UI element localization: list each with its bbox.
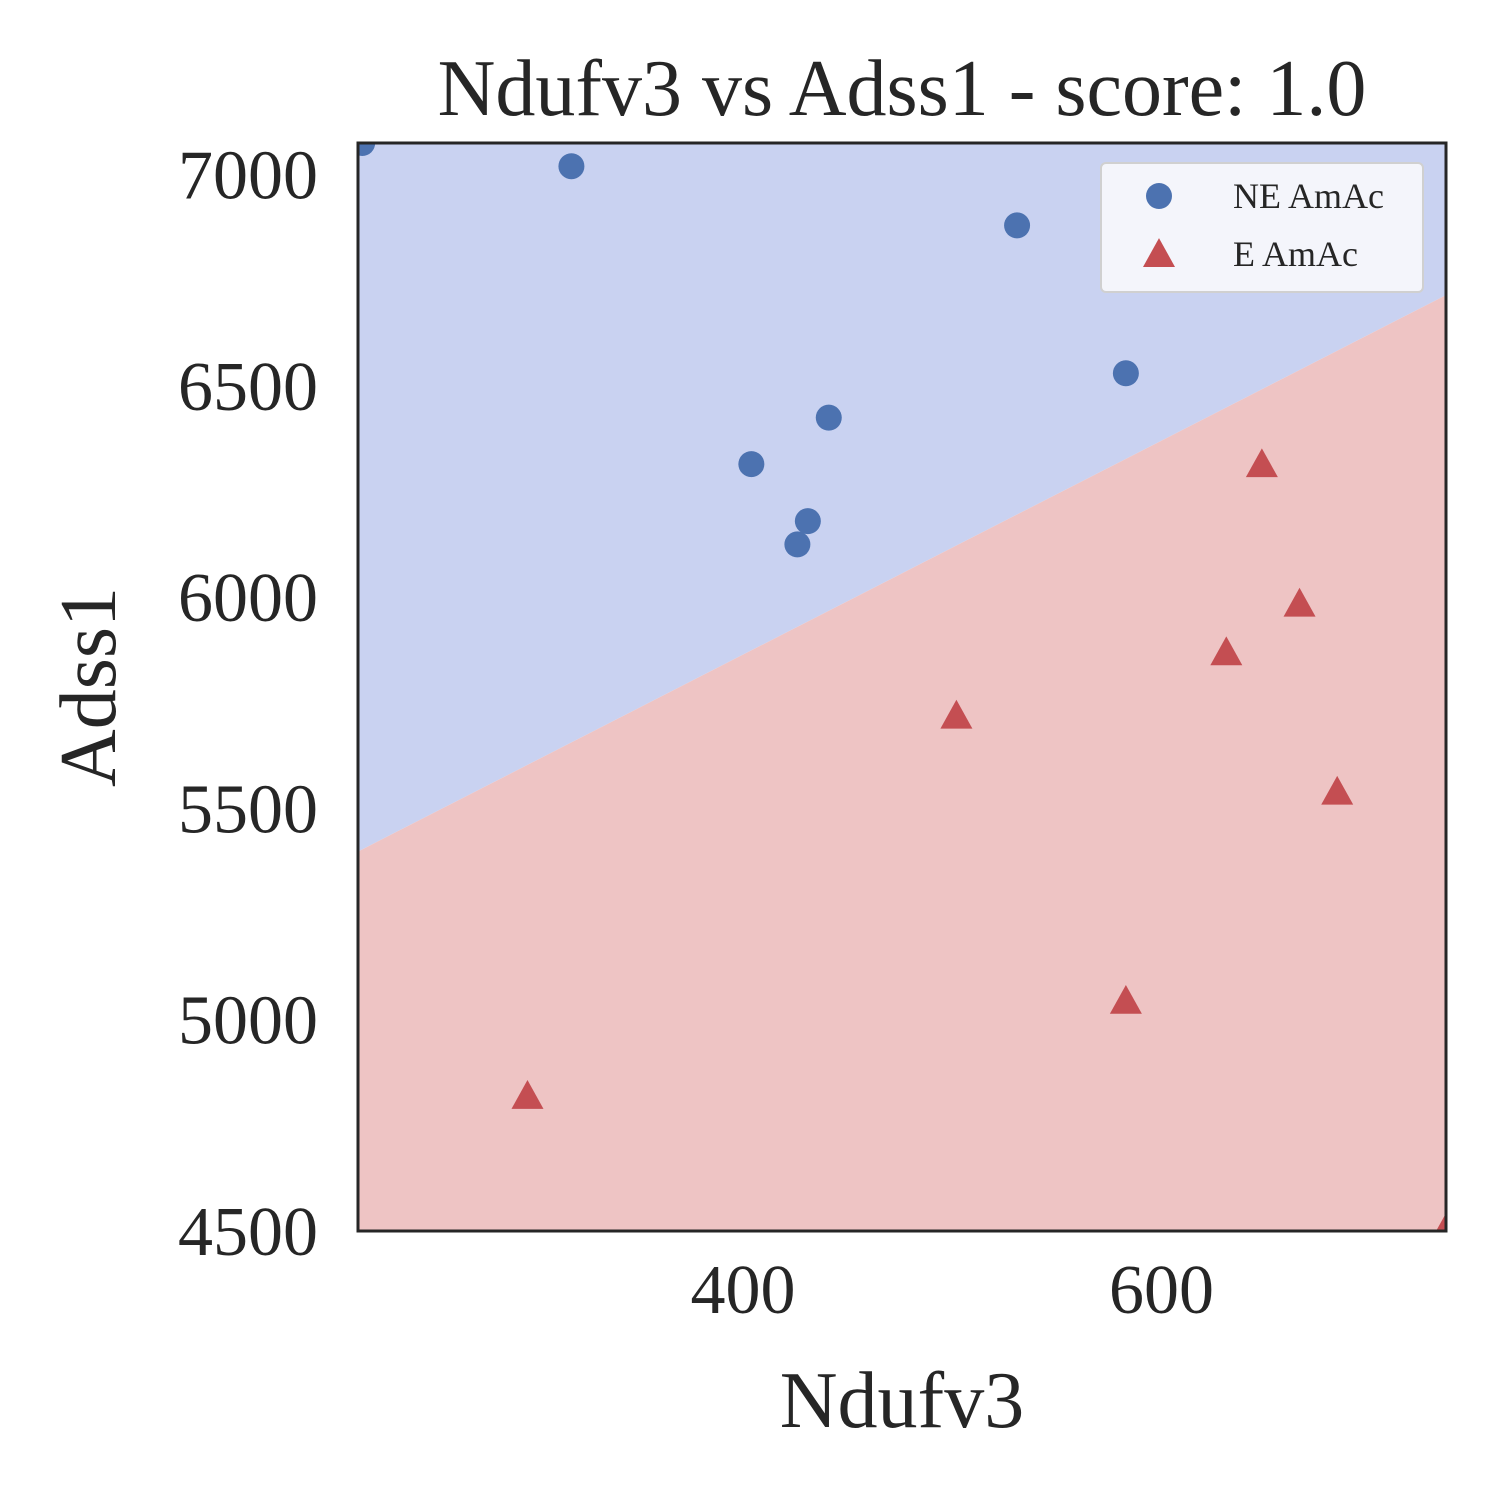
data-point-e-amac <box>1109 984 1142 1014</box>
legend: NE AmAc E AmAc <box>1100 162 1424 293</box>
region-ne-amac <box>358 143 1446 852</box>
data-point-ne-amac <box>794 508 821 535</box>
y-tick-label: 5500 <box>178 771 318 848</box>
plot-frame <box>356 141 1448 1233</box>
data-point-e-amac <box>1245 448 1278 478</box>
data-point-ne-amac <box>738 451 765 478</box>
x-tick-label: 600 <box>1109 1252 1214 1329</box>
region-e-amac <box>358 295 1446 1231</box>
data-point-e-amac <box>1321 775 1354 805</box>
legend-marker-ne-amac <box>1146 183 1172 209</box>
y-tick-label: 6000 <box>178 560 318 637</box>
data-point-ne-amac <box>1112 360 1139 387</box>
legend-label: E AmAc <box>1233 234 1358 274</box>
y-axis-label: Adss1 <box>45 587 133 787</box>
x-axis-ticks: 400 600 <box>690 1252 1213 1329</box>
legend-label: NE AmAc <box>1233 176 1384 216</box>
data-point-ne-amac <box>1004 212 1031 239</box>
y-tick-label: 4500 <box>178 1194 318 1271</box>
data-point-e-amac <box>511 1080 544 1109</box>
y-tick-label: 7000 <box>178 138 318 215</box>
data-point-e-amac <box>940 699 973 729</box>
data-point-ne-amac <box>558 153 585 180</box>
data-point-ne-amac <box>815 404 842 431</box>
data-points <box>358 143 1446 1231</box>
x-tick-label: 400 <box>690 1252 795 1329</box>
y-tick-label: 6500 <box>178 349 318 426</box>
chart-title: Ndufv3 vs Adss1 - score: 1.0 <box>438 45 1367 133</box>
y-tick-label: 5000 <box>178 983 318 1060</box>
y-axis-ticks: 4500 5000 5500 6000 6500 7000 <box>178 138 318 1271</box>
data-point-e-amac <box>1210 636 1243 666</box>
legend-marker-e-amac <box>1143 238 1175 267</box>
x-axis-label: Ndufv3 <box>780 1357 1024 1445</box>
data-point-e-amac <box>1283 587 1316 617</box>
legend-box <box>1100 162 1424 293</box>
decision-regions <box>358 143 1446 1231</box>
data-point-ne-amac <box>784 531 811 558</box>
data-point-ne-amac <box>358 143 376 156</box>
data-point-e-amac <box>1436 1213 1446 1231</box>
